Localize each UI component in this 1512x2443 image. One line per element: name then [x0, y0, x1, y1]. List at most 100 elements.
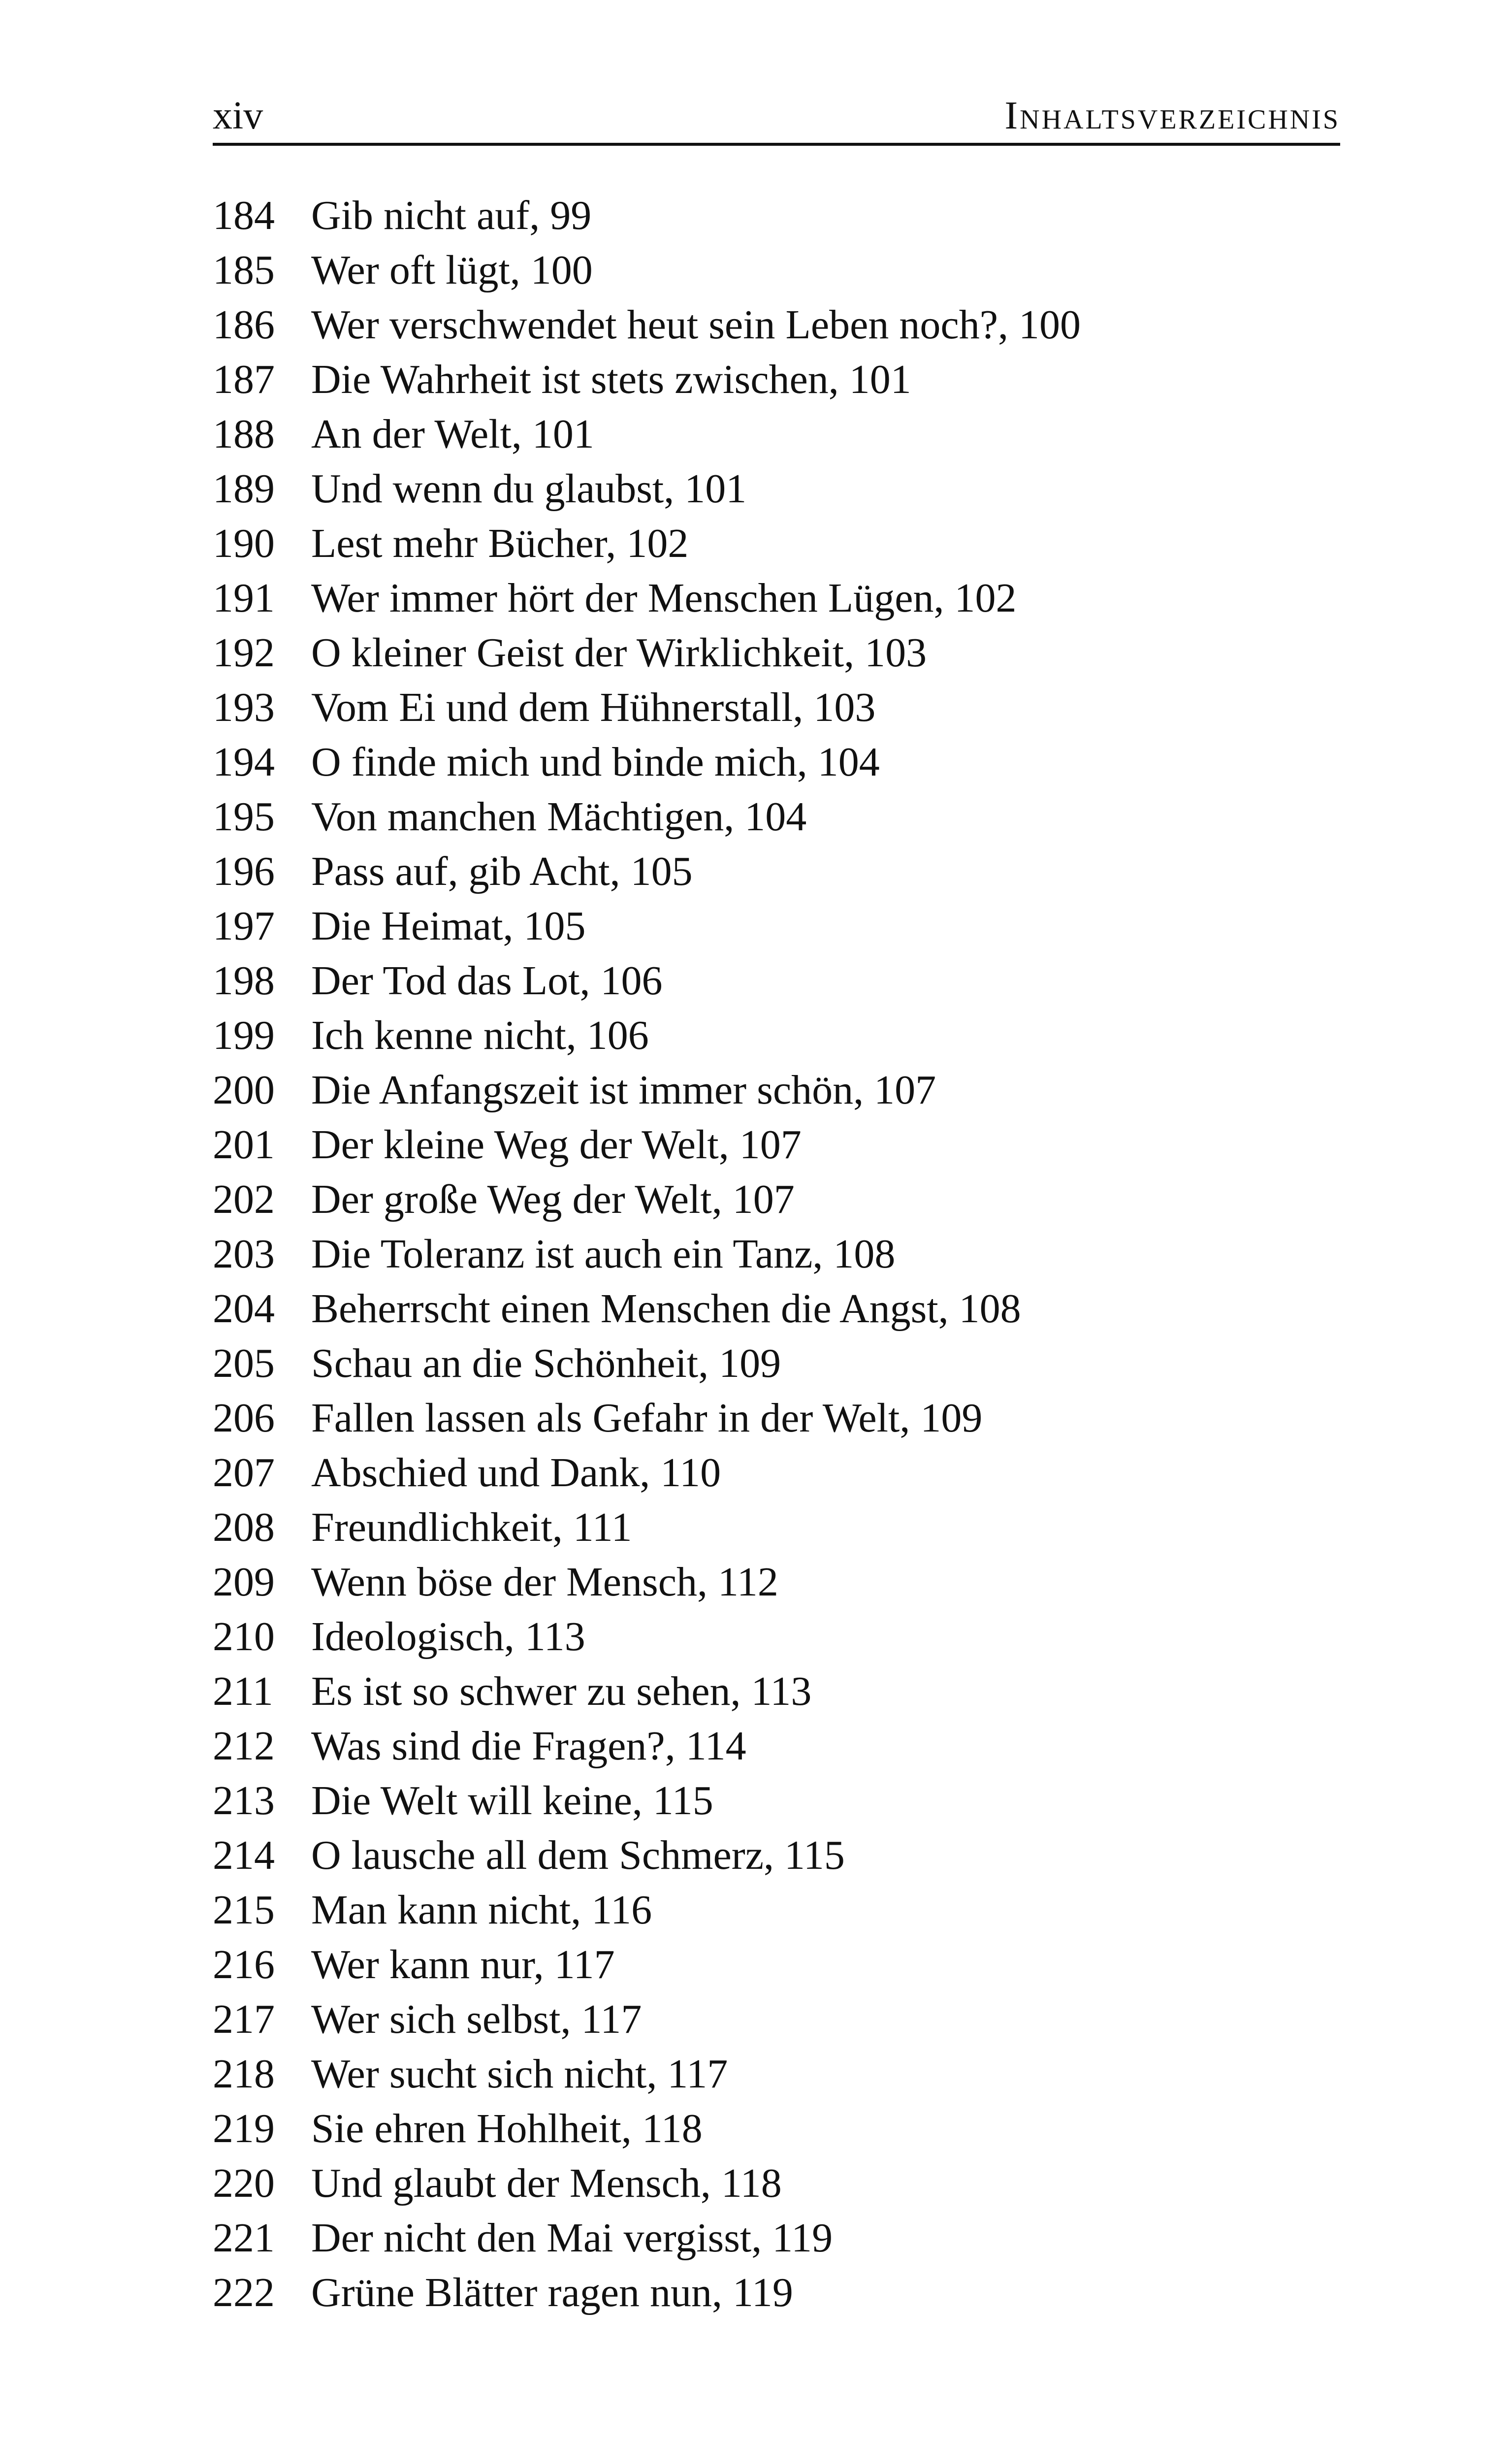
entry-title: Wer verschwendet heut sein Leben noch?, … [311, 302, 1081, 348]
entry-number: 220 [213, 2160, 275, 2206]
entry-title: Ich kenne nicht, 106 [311, 1012, 649, 1058]
toc-entry: 203 Die Toleranz ist auch ein Tanz, 108 [213, 1227, 1340, 1281]
toc-entry: 185 Wer oft lügt, 100 [213, 243, 1340, 297]
toc-entry: 184 Gib nicht auf, 99 [213, 188, 1340, 243]
entry-number: 198 [213, 958, 275, 1004]
toc-entry: 215 Man kann nicht, 116 [213, 1883, 1340, 1937]
entry-title: Der kleine Weg der Welt, 107 [311, 1122, 802, 1168]
entry-number: 199 [213, 1012, 275, 1058]
toc-entry: 209 Wenn böse der Mensch, 112 [213, 1555, 1340, 1609]
entry-number: 216 [213, 1942, 275, 1987]
entry-number: 222 [213, 2270, 275, 2315]
running-title: Inhaltsverzeichnis [1004, 94, 1340, 137]
header-rule [213, 143, 1340, 146]
entry-number: 188 [213, 411, 275, 457]
toc-entry: 210 Ideologisch, 113 [213, 1609, 1340, 1664]
toc-entry: 191 Wer immer hört der Menschen Lügen, 10… [213, 571, 1340, 625]
entry-number: 206 [213, 1395, 275, 1441]
entry-number: 214 [213, 1832, 275, 1878]
toc-entry: 219 Sie ehren Hohlheit, 118 [213, 2101, 1340, 2156]
entry-title: Lest mehr Bücher, 102 [311, 521, 689, 566]
toc-entry: 220 Und glaubt der Mensch, 118 [213, 2156, 1340, 2211]
toc-entry: 216 Wer kann nur, 117 [213, 1937, 1340, 1992]
toc-entry: 204 Beherrscht einen Menschen die Angst, … [213, 1281, 1340, 1336]
entry-title: Die Heimat, 105 [311, 903, 586, 949]
entry-number: 202 [213, 1176, 275, 1222]
entry-number: 204 [213, 1286, 275, 1332]
entry-title: Freundlichkeit, 111 [311, 1504, 632, 1550]
toc-entry: 192 O kleiner Geist der Wirklichkeit, 103 [213, 625, 1340, 680]
entry-title: O finde mich und binde mich, 104 [311, 739, 880, 785]
entry-title: Schau an die Schönheit, 109 [311, 1340, 781, 1386]
entry-number: 221 [213, 2215, 275, 2261]
entry-number: 186 [213, 302, 275, 348]
toc-entry: 201 Der kleine Weg der Welt, 107 [213, 1117, 1340, 1172]
entry-number: 218 [213, 2051, 275, 2097]
entry-title: Die Wahrheit ist stets zwischen, 101 [311, 357, 911, 402]
entry-title: Beherrscht einen Menschen die Angst, 108 [311, 1286, 1021, 1332]
entry-title: An der Welt, 101 [311, 411, 594, 457]
toc-entry: 213 Die Welt will keine, 115 [213, 1773, 1340, 1828]
entry-number: 201 [213, 1122, 275, 1168]
entry-number: 211 [213, 1668, 273, 1714]
toc-entry: 188 An der Welt, 101 [213, 407, 1340, 461]
toc-entry: 200 Die Anfangszeit ist immer schön, 107 [213, 1063, 1340, 1117]
entry-title: Der große Weg der Welt, 107 [311, 1176, 795, 1222]
entry-title: Wer sucht sich nicht, 117 [311, 2051, 728, 2097]
entry-number: 213 [213, 1778, 275, 1824]
entry-number: 185 [213, 247, 275, 293]
entry-title: Die Welt will keine, 115 [311, 1778, 713, 1824]
entry-title: Der nicht den Mai vergisst, 119 [311, 2215, 833, 2261]
toc-entry: 218 Wer sucht sich nicht, 117 [213, 2047, 1340, 2101]
entry-number: 217 [213, 1996, 275, 2042]
entry-number: 208 [213, 1504, 275, 1550]
page-header: xiv Inhaltsverzeichnis [213, 89, 1340, 143]
toc-entry: 214 O lausche all dem Schmerz, 115 [213, 1828, 1340, 1883]
entry-title: Sie ehren Hohlheit, 118 [311, 2106, 703, 2151]
entry-title: O kleiner Geist der Wirklichkeit, 103 [311, 630, 927, 676]
toc-entry: 222 Grüne Blätter ragen nun, 119 [213, 2265, 1340, 2320]
toc-entry: 211 Es ist so schwer zu sehen, 113 [213, 1664, 1340, 1719]
entry-number: 189 [213, 466, 275, 512]
entry-title: Es ist so schwer zu sehen, 113 [311, 1668, 812, 1714]
entry-number: 219 [213, 2106, 275, 2151]
entry-title: Die Anfangszeit ist immer schön, 107 [311, 1067, 936, 1113]
entry-number: 215 [213, 1887, 275, 1933]
toc-entry: 197 Die Heimat, 105 [213, 899, 1340, 953]
entry-title: Fallen lassen als Gefahr in der Welt, 10… [311, 1395, 983, 1441]
entry-title: Von manchen Mächtigen, 104 [311, 794, 807, 840]
entry-number: 205 [213, 1340, 275, 1386]
entry-title: Die Toleranz ist auch ein Tanz, 108 [311, 1231, 896, 1277]
entry-title: Und glaubt der Mensch, 118 [311, 2160, 782, 2206]
entry-number: 197 [213, 903, 275, 949]
entry-number: 207 [213, 1450, 275, 1496]
entry-number: 184 [213, 193, 275, 238]
entry-number: 194 [213, 739, 275, 785]
entry-title: Man kann nicht, 116 [311, 1887, 652, 1933]
toc-entry: 190 Lest mehr Bücher, 102 [213, 516, 1340, 571]
toc-entry: 193 Vom Ei und dem Hühnerstall, 103 [213, 680, 1340, 735]
entry-title: Grüne Blätter ragen nun, 119 [311, 2270, 793, 2315]
entry-number: 209 [213, 1559, 275, 1605]
entry-title: Abschied und Dank, 110 [311, 1450, 721, 1496]
toc-entry: 196 Pass auf, gib Acht, 105 [213, 844, 1340, 899]
entry-title: Der Tod das Lot, 106 [311, 958, 663, 1004]
entry-number: 193 [213, 684, 275, 730]
entry-number: 191 [213, 575, 275, 621]
entry-number: 212 [213, 1723, 275, 1769]
entry-number: 210 [213, 1614, 275, 1660]
toc-entry: 205 Schau an die Schönheit, 109 [213, 1336, 1340, 1391]
entry-number: 196 [213, 848, 275, 894]
entry-title: Wenn böse der Mensch, 112 [311, 1559, 778, 1605]
toc-entry: 194 O finde mich und binde mich, 104 [213, 735, 1340, 789]
toc-entry: 199 Ich kenne nicht, 106 [213, 1008, 1340, 1063]
toc-entry: 186 Wer verschwendet heut sein Leben noch… [213, 297, 1340, 352]
entry-title: Was sind die Fragen?, 114 [311, 1723, 746, 1769]
entry-title: Gib nicht auf, 99 [311, 193, 592, 238]
toc-entry: 207 Abschied und Dank, 110 [213, 1445, 1340, 1500]
toc-entry: 212 Was sind die Fragen?, 114 [213, 1719, 1340, 1773]
entry-number: 203 [213, 1231, 275, 1277]
toc-entry: 206 Fallen lassen als Gefahr in der Welt,… [213, 1391, 1340, 1445]
toc-entry: 198 Der Tod das Lot, 106 [213, 953, 1340, 1008]
entry-title: O lausche all dem Schmerz, 115 [311, 1832, 845, 1878]
